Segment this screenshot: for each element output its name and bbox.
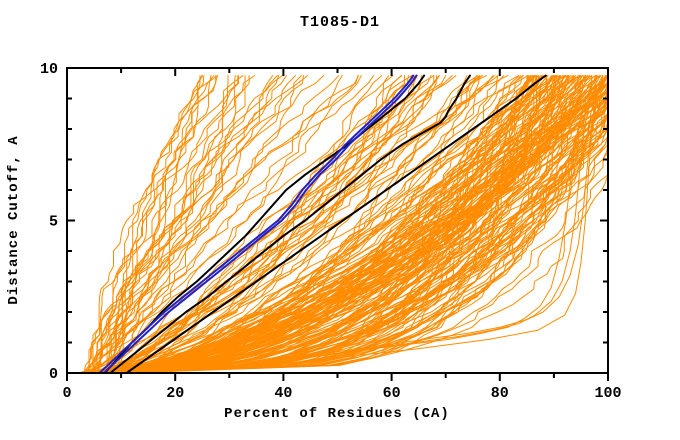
- x-axis-label: Percent of Residues (CA): [224, 406, 450, 422]
- model-curve-orange: [114, 75, 609, 374]
- outlier-model-4: [245, 75, 607, 369]
- model-curve-orange: [94, 75, 205, 374]
- outlier-model-3: [212, 75, 598, 370]
- x-tick-label: 80: [491, 385, 509, 402]
- model-curve-orange: [81, 75, 569, 374]
- y-tick-label: 5: [49, 214, 58, 231]
- model-curve-orange: [111, 75, 609, 374]
- model-curve-orange: [88, 75, 325, 374]
- model-curve-orange: [92, 75, 218, 374]
- model-curve-orange: [83, 75, 402, 374]
- model-curve-orange: [102, 75, 287, 374]
- model-curve-orange: [109, 75, 557, 374]
- model-curve-orange: [113, 75, 609, 374]
- model-curve-orange: [109, 75, 495, 374]
- model-curve-orange: [95, 75, 343, 374]
- model-curve-orange: [98, 75, 383, 374]
- model-curve-orange: [83, 75, 570, 374]
- model-curve-orange: [96, 75, 590, 374]
- axes-layer: 0 20 40 60 80 100 0 5 10: [40, 61, 622, 402]
- model-curve-orange: [88, 75, 597, 374]
- outlier-curves: [212, 75, 609, 370]
- model-curve-orange: [99, 75, 543, 374]
- outlier-model-2: [223, 75, 604, 369]
- model-curve-orange: [90, 75, 278, 374]
- model-curve-orange: [89, 75, 561, 374]
- y-axis-label: Distance Cutoff, A: [6, 135, 22, 304]
- model-curve-orange: [123, 75, 573, 374]
- x-tick-label: 0: [62, 385, 71, 402]
- model-curve-orange: [110, 75, 609, 374]
- x-tick-label: 40: [274, 385, 292, 402]
- model-curve-orange: [114, 75, 417, 374]
- black-model-3: [125, 74, 547, 374]
- model-curve-orange: [113, 75, 246, 374]
- orange-model-curves: [78, 75, 609, 374]
- model-curve-orange: [94, 75, 204, 374]
- model-curve-orange: [86, 75, 609, 374]
- model-curve-orange: [104, 75, 547, 374]
- model-curve-orange: [86, 75, 201, 374]
- model-curve-orange: [91, 75, 409, 374]
- y-tick-label: 0: [49, 366, 58, 383]
- model-curve-orange: [109, 75, 438, 374]
- model-curve-orange: [111, 75, 609, 374]
- x-tick-label: 100: [594, 385, 621, 402]
- model-curve-orange: [88, 75, 362, 374]
- model-curve-orange: [88, 75, 435, 374]
- model-curve-orange: [95, 75, 609, 374]
- y-tick-label: 10: [40, 61, 58, 78]
- model-curve-orange: [93, 75, 557, 374]
- model-curve-orange: [99, 75, 302, 374]
- model-curve-orange: [112, 75, 244, 374]
- model-curve-orange: [108, 75, 239, 374]
- model-curve-orange: [98, 75, 555, 374]
- model-curve-orange: [82, 75, 555, 374]
- model-curve-orange: [97, 75, 236, 374]
- model-curve-orange: [113, 75, 528, 374]
- blue-model-2: [102, 74, 418, 374]
- model-curve-orange: [95, 75, 375, 374]
- model-curve-orange: [88, 75, 309, 374]
- axis-ticks: [66, 67, 609, 381]
- model-curve-orange: [111, 75, 539, 374]
- model-curve-orange: [95, 75, 572, 374]
- model-curve-orange: [82, 75, 219, 374]
- model-curve-orange: [83, 75, 457, 374]
- model-curve-orange: [114, 75, 576, 374]
- chart-title: T1085-D1: [300, 14, 380, 31]
- black-model-2: [109, 74, 471, 374]
- x-tick-label: 20: [166, 385, 184, 402]
- x-tick-label: 60: [383, 385, 401, 402]
- model-curve-orange: [95, 75, 280, 374]
- model-curve-orange: [91, 75, 405, 374]
- blue-highlight-curves: [98, 74, 418, 374]
- model-curve-orange: [83, 75, 212, 374]
- model-curve-orange: [107, 75, 533, 374]
- model-curves-layer: [78, 74, 609, 374]
- model-curve-orange: [96, 75, 418, 374]
- model-curve-orange: [84, 75, 296, 374]
- model-curve-orange: [120, 75, 609, 374]
- model-curve-orange: [100, 75, 609, 374]
- model-curve-orange: [78, 75, 453, 374]
- model-curve-orange: [110, 75, 609, 374]
- model-curve-orange: [100, 75, 304, 374]
- blue-model-1: [98, 74, 415, 374]
